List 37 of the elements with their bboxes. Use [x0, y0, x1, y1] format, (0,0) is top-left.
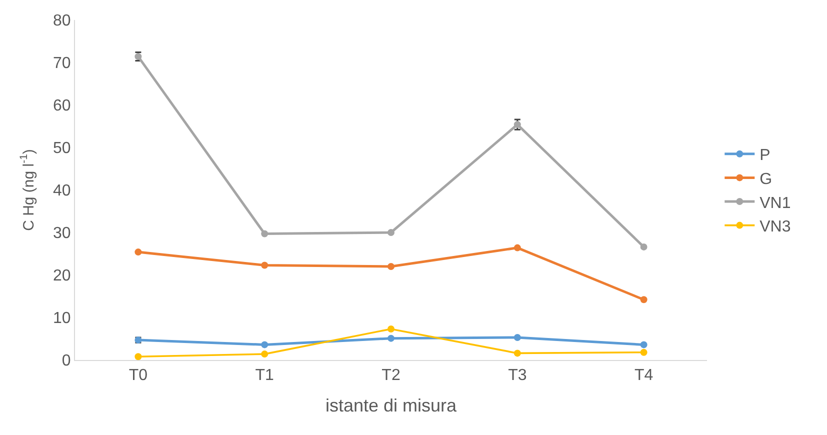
- legend-label: G: [760, 170, 772, 188]
- point: [640, 243, 648, 250]
- legend-label: VN3: [760, 218, 791, 236]
- point: [388, 263, 394, 270]
- point: [514, 350, 521, 357]
- point: [134, 248, 142, 256]
- point: [640, 296, 648, 304]
- legend-label: VN1: [760, 194, 791, 212]
- point: [514, 121, 521, 128]
- x-tick-label: T4: [634, 367, 654, 384]
- point: [640, 341, 648, 348]
- point: [640, 348, 648, 356]
- point: [261, 350, 268, 358]
- y-tick-label: 80: [53, 12, 71, 30]
- y-tick-label: 70: [53, 55, 71, 72]
- x-tick-label: T1: [255, 367, 274, 384]
- point: [261, 230, 268, 238]
- y-tick-label: 30: [53, 225, 71, 242]
- point: [514, 334, 521, 341]
- point: [388, 229, 394, 236]
- y-tick-label: 20: [53, 268, 71, 285]
- point: [514, 244, 521, 252]
- x-tick-label: T2: [382, 367, 400, 384]
- point: [134, 353, 142, 360]
- y-tick-label: 40: [53, 182, 71, 200]
- point: [388, 334, 394, 342]
- y-tick-label: 10: [53, 310, 71, 328]
- y-tick-label: 60: [53, 98, 71, 115]
- y-tick-label: 50: [53, 140, 71, 158]
- point: [388, 325, 394, 332]
- point: [261, 262, 268, 269]
- y-tick-label: 0: [62, 352, 71, 370]
- x-tick-label: T0: [128, 367, 148, 384]
- x-axis-title: istante di misura: [325, 395, 458, 416]
- x-tick-label: T3: [508, 367, 527, 384]
- point: [261, 341, 268, 348]
- legend-label: P: [760, 147, 770, 164]
